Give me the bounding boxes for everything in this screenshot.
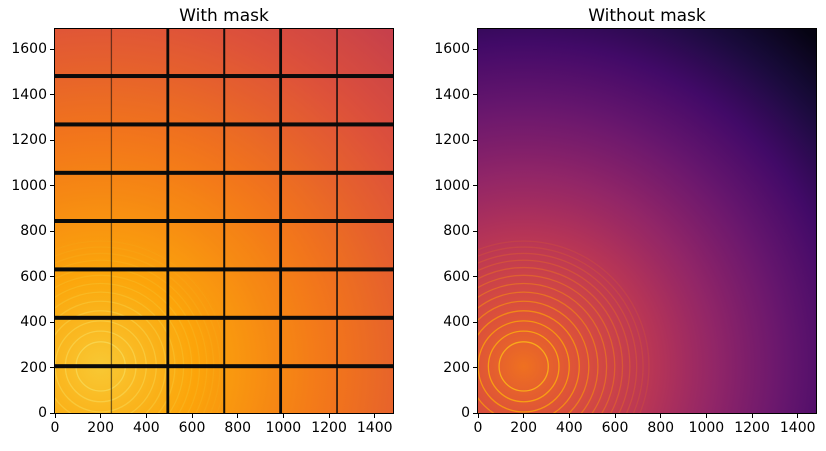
- plot-title-with-mask: With mask: [179, 6, 269, 26]
- plot-area-without-mask: [477, 28, 817, 414]
- y-tick-label: 1600: [11, 41, 47, 58]
- y-tick-mark: [50, 276, 54, 278]
- y-tick-label: 1200: [11, 132, 47, 149]
- x-tick-label: 1000: [688, 420, 725, 436]
- x-tick-label: 0: [473, 420, 483, 436]
- x-tick-mark: [660, 414, 662, 418]
- x-tick-mark: [751, 414, 753, 418]
- x-tick-mark: [705, 414, 707, 418]
- y-tick-label: 800: [20, 223, 47, 240]
- x-tick-label: 0: [50, 420, 60, 436]
- y-tick-label: 400: [20, 314, 47, 331]
- y-tick-label: 0: [461, 405, 470, 421]
- x-tick-label: 1200: [311, 420, 347, 436]
- y-tick-label: 1400: [11, 86, 47, 103]
- y-tick-label: 200: [20, 359, 47, 376]
- y-tick-label: 800: [443, 223, 470, 240]
- x-tick-label: 400: [555, 420, 583, 436]
- y-tick-mark: [50, 230, 54, 232]
- y-tick-mark: [473, 230, 477, 232]
- y-tick-label: 1000: [434, 177, 470, 194]
- x-tick-mark: [282, 414, 284, 418]
- y-tick-mark: [473, 94, 477, 96]
- x-tick-mark: [523, 414, 525, 418]
- plot-title-without-mask: Without mask: [588, 6, 706, 26]
- heatmap-without-mask: [478, 29, 816, 413]
- y-tick-label: 0: [38, 405, 47, 421]
- y-tick-mark: [50, 367, 54, 369]
- x-tick-label: 1400: [779, 420, 816, 436]
- x-tick-mark: [797, 414, 799, 418]
- x-tick-label: 1000: [265, 420, 302, 436]
- y-tick-mark: [473, 321, 477, 323]
- x-tick-label: 800: [647, 420, 675, 436]
- x-tick-mark: [191, 414, 193, 418]
- x-tick-label: 400: [132, 420, 160, 436]
- x-tick-mark: [100, 414, 102, 418]
- y-tick-mark: [473, 276, 477, 278]
- y-tick-mark: [473, 367, 477, 369]
- x-tick-label: 600: [601, 420, 629, 436]
- y-tick-label: 600: [443, 268, 470, 285]
- x-tick-mark: [145, 414, 147, 418]
- x-tick-label: 200: [87, 420, 115, 436]
- y-tick-mark: [473, 139, 477, 141]
- x-tick-mark: [477, 414, 479, 418]
- y-tick-label: 200: [443, 359, 470, 376]
- y-tick-mark: [50, 94, 54, 96]
- y-tick-mark: [473, 48, 477, 50]
- y-tick-mark: [473, 412, 477, 414]
- x-tick-mark: [237, 414, 239, 418]
- plot-area-with-mask: [54, 28, 394, 414]
- y-tick-label: 1000: [11, 177, 47, 194]
- x-tick-label: 1400: [356, 420, 393, 436]
- x-tick-mark: [568, 414, 570, 418]
- y-tick-label: 1600: [434, 41, 470, 58]
- y-tick-mark: [50, 412, 54, 414]
- x-tick-label: 800: [224, 420, 252, 436]
- y-tick-label: 1400: [434, 86, 470, 103]
- y-tick-label: 1200: [434, 132, 470, 149]
- x-tick-mark: [614, 414, 616, 418]
- y-tick-mark: [473, 185, 477, 187]
- x-tick-label: 200: [510, 420, 538, 436]
- y-tick-label: 400: [443, 314, 470, 331]
- x-tick-label: 600: [178, 420, 206, 436]
- y-tick-mark: [50, 48, 54, 50]
- heatmap-with-mask: [55, 29, 393, 413]
- x-tick-label: 1200: [734, 420, 770, 436]
- x-tick-mark: [54, 414, 56, 418]
- y-tick-mark: [50, 139, 54, 141]
- y-tick-mark: [50, 321, 54, 323]
- y-tick-label: 600: [20, 268, 47, 285]
- x-tick-mark: [374, 414, 376, 418]
- x-tick-mark: [328, 414, 330, 418]
- y-tick-mark: [50, 185, 54, 187]
